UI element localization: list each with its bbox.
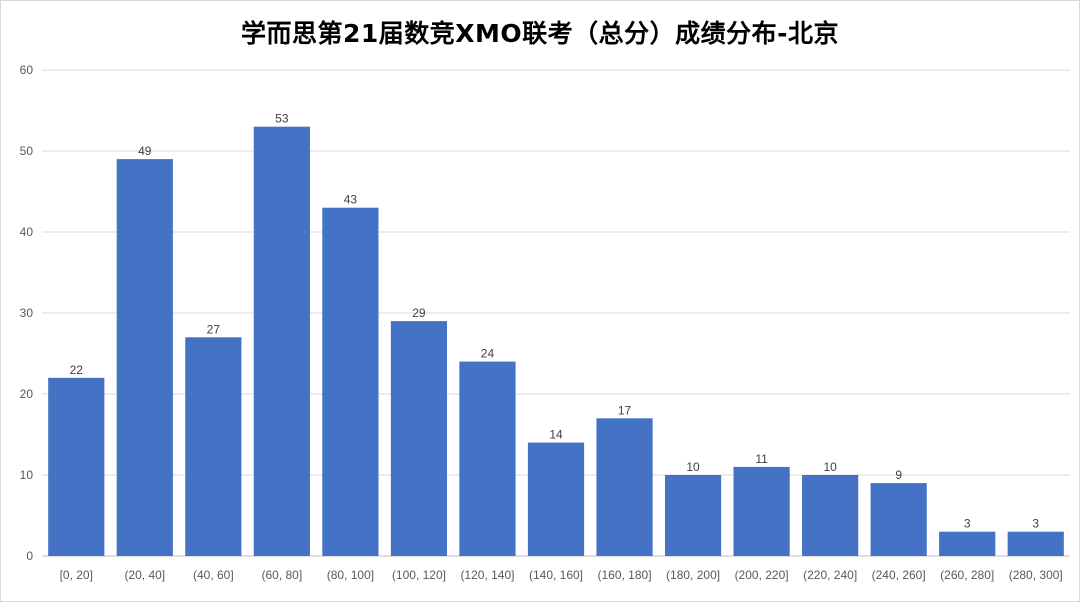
data-label: 3 (1032, 517, 1039, 531)
x-tick-label: (260, 280] (940, 568, 994, 582)
data-label: 17 (618, 403, 632, 417)
x-tick-label: (100, 120] (392, 568, 446, 582)
x-axis-ticks: [0, 20] (20, 40] (40, 60] (60, 80] (80, 100]… (60, 568, 1063, 582)
x-tick-label: (280, 300] (1009, 568, 1063, 582)
bar (1007, 531, 1064, 556)
bar (390, 321, 448, 556)
data-label: 27 (207, 322, 221, 336)
data-label: 9 (895, 468, 902, 482)
x-tick-label: (240, 260] (872, 568, 926, 582)
x-tick-label: (120, 140] (460, 568, 514, 582)
data-label: 43 (344, 193, 358, 207)
bar (459, 361, 516, 556)
bars (48, 126, 1064, 556)
y-tick-label: 40 (20, 225, 34, 239)
x-tick-label: (220, 240] (803, 568, 857, 582)
bar (322, 207, 379, 556)
bar (185, 337, 242, 556)
data-label: 22 (70, 363, 84, 377)
data-label: 53 (275, 112, 289, 126)
x-tick-label: (180, 200] (666, 568, 720, 582)
bar (802, 475, 859, 556)
x-tick-label: (80, 100] (327, 568, 374, 582)
y-tick-label: 30 (20, 306, 34, 320)
y-tick-label: 0 (26, 549, 33, 563)
bar (48, 377, 105, 556)
chart-title: 学而思第21届数竞XMO联考（总分）成绩分布-北京 (240, 19, 840, 48)
x-tick-label: [0, 20] (60, 568, 93, 582)
x-tick-label: (200, 220] (735, 568, 789, 582)
bar (870, 483, 927, 556)
data-label: 14 (549, 428, 563, 442)
data-label: 49 (138, 144, 152, 158)
y-tick-label: 20 (20, 387, 34, 401)
x-tick-label: (20, 40] (124, 568, 165, 582)
data-label: 29 (412, 306, 426, 320)
data-label: 24 (481, 347, 495, 361)
data-labels: 22 49 27 53 43 29 24 14 17 10 11 10 9 3 3 (70, 112, 1040, 531)
bar (733, 466, 790, 556)
bar (116, 159, 173, 556)
data-label: 11 (755, 452, 768, 466)
bar (527, 442, 585, 556)
bar (664, 475, 722, 556)
y-tick-label: 50 (20, 144, 34, 158)
bar (253, 126, 310, 556)
data-label: 10 (823, 460, 837, 474)
y-tick-label: 60 (20, 63, 34, 77)
data-label: 10 (686, 460, 700, 474)
x-tick-label: (160, 180] (598, 568, 652, 582)
x-tick-label: (60, 80] (262, 568, 303, 582)
x-tick-label: (40, 60] (193, 568, 234, 582)
data-label: 3 (964, 517, 971, 531)
x-tick-label: (140, 160] (529, 568, 583, 582)
y-tick-label: 10 (20, 468, 34, 482)
bar (596, 418, 653, 556)
bar (939, 531, 996, 556)
y-axis-ticks: 0 10 20 30 40 50 60 (20, 63, 34, 563)
